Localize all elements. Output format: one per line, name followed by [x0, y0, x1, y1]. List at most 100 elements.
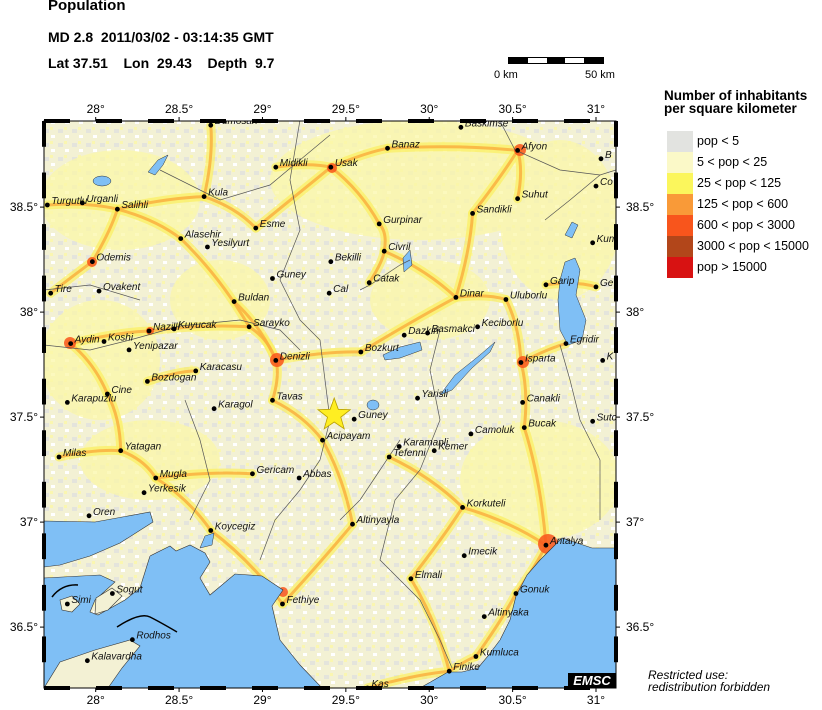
city-dot	[146, 328, 152, 334]
city-label: Odemis	[96, 253, 130, 264]
lat-tick-label-right: 36.5°	[626, 620, 654, 634]
city-dot	[171, 326, 177, 332]
legend-label: pop < 5	[697, 134, 740, 148]
city-dot	[366, 280, 372, 286]
city: Egridir	[563, 335, 600, 346]
city-label: Karapuzlu	[71, 393, 116, 404]
city-label: Kumluca	[480, 648, 519, 659]
legend-swatch	[667, 131, 693, 152]
city-label: Karamanli	[403, 438, 449, 449]
city: Finike	[446, 662, 480, 674]
city-label: Cal	[333, 284, 349, 295]
city-dot	[44, 202, 50, 208]
city-label: Karacasu	[200, 362, 243, 373]
city-dot	[328, 164, 334, 170]
city-dot	[273, 164, 279, 170]
legend-label: 600 < pop < 3000	[697, 218, 796, 232]
city: Bozkurt	[358, 343, 400, 355]
lat-tick-label-right: 38.5°	[626, 200, 654, 214]
city: Dinar	[453, 288, 485, 300]
city-dot	[280, 601, 285, 607]
city: Usak	[328, 158, 359, 170]
city: Gonuk	[513, 585, 550, 596]
city-dot	[563, 341, 569, 346]
city-dot	[79, 200, 85, 206]
city-dot	[376, 221, 382, 227]
city-label: Altinyayla	[356, 515, 400, 526]
city: Abbas	[296, 469, 332, 481]
city: Buldan	[231, 293, 270, 304]
city-dot	[515, 196, 521, 202]
legend-swatch	[667, 257, 693, 278]
city-dot	[296, 475, 302, 481]
city-dot	[101, 339, 107, 344]
city-label: Bekilli	[335, 253, 362, 264]
city: Banaz	[385, 139, 420, 151]
city-label: Yarisli	[422, 389, 449, 400]
city-dot	[520, 400, 526, 405]
city-dot	[386, 454, 392, 460]
city-label: Keciborlu	[482, 318, 524, 329]
city: Oren	[86, 507, 116, 519]
city-dot	[129, 637, 135, 643]
legend-label: 25 < pop < 125	[697, 176, 782, 190]
city-label: Isparta	[525, 354, 556, 365]
city-dot	[468, 431, 474, 437]
legend-label: 125 < pop < 600	[697, 197, 789, 211]
city-dot	[460, 505, 465, 510]
city-dot	[141, 490, 147, 496]
city-dot	[458, 124, 464, 130]
city-dot	[270, 276, 275, 281]
scale-start-label: 0 km	[494, 69, 518, 81]
city-label: Nazilli	[153, 322, 180, 333]
road	[232, 300, 278, 362]
city: Kuyucak	[171, 320, 217, 332]
road	[454, 294, 508, 301]
city-dot	[250, 471, 255, 477]
city-label: Ge	[600, 278, 614, 289]
city-dot	[114, 206, 120, 212]
city: K	[600, 351, 615, 363]
city: Denizli	[273, 351, 311, 363]
city-dot	[431, 448, 437, 454]
city: Karamanli	[396, 438, 449, 449]
road	[280, 522, 355, 606]
road	[274, 163, 333, 169]
city-label: Midikli	[280, 158, 309, 169]
city: Kula	[201, 188, 229, 200]
city: Kumluca	[473, 648, 519, 659]
road	[69, 329, 151, 346]
city: Simi	[64, 595, 92, 607]
road	[202, 195, 258, 230]
city-label: Gurpinar	[383, 215, 423, 226]
city: Urganli	[79, 194, 119, 206]
road	[329, 146, 390, 169]
legend-item: 3000 < pop < 15000	[667, 236, 822, 257]
city-markers: Dumosan Midikli Kula Turgutlu UrganliSalihli…	[44, 118, 616, 688]
city: Camoluk	[468, 425, 515, 437]
city-dot	[358, 349, 364, 355]
city-dot	[446, 668, 452, 674]
city: Fethiye	[280, 595, 320, 607]
city: Canakli	[520, 393, 561, 405]
city-dot	[503, 297, 509, 302]
city: Antalya	[543, 536, 584, 548]
city-label: Altinyaka	[487, 608, 529, 619]
legend-item: 25 < pop < 125	[667, 173, 822, 194]
road	[147, 324, 251, 333]
city-label: Koycegiz	[215, 522, 256, 533]
city-label: Baskimse	[465, 118, 509, 129]
city-dot	[475, 324, 480, 330]
city-label: Cine	[111, 385, 132, 396]
city: Karapuzlu	[64, 393, 117, 405]
city-label: Dinar	[460, 288, 485, 299]
lat-tick-label-right: 37.5°	[626, 410, 654, 424]
city: Turgutlu	[44, 196, 88, 208]
road	[474, 592, 518, 658]
lon-tick-label-bottom: 29°	[253, 693, 271, 707]
road	[145, 369, 198, 383]
city: Yenipazar	[126, 341, 178, 353]
road	[154, 471, 254, 480]
legend-title-line2: per square kilometer	[664, 101, 797, 116]
city-dot	[246, 324, 252, 330]
